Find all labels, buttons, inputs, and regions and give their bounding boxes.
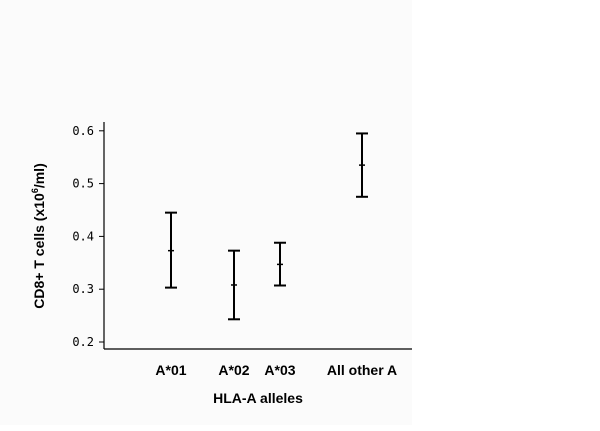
- y-tick-label: 0.2: [72, 335, 94, 349]
- y-axis-title-superscript: 6: [30, 188, 40, 193]
- y-axis-ticks: 0.2 0.3 0.4 0.5 0.6: [72, 124, 104, 349]
- y-tick-label: 0.4: [72, 229, 94, 243]
- y-tick-label: 0.5: [72, 177, 94, 191]
- error-bar: [274, 241, 286, 287]
- y-axis-title-main: CD8+ T cells (x10: [31, 193, 47, 309]
- x-axis-title: HLA-A alleles: [213, 390, 303, 406]
- error-bar: [165, 211, 177, 289]
- plot-area: 0.2 0.3 0.4 0.5 0.6 A*01 A*02 A*03 All other A: [72, 122, 412, 378]
- error-bar: [356, 132, 368, 198]
- figure-background: [0, 0, 412, 425]
- error-bars: [165, 132, 368, 321]
- x-axis-ticks: A*01 A*02 A*03 All other A: [155, 362, 397, 378]
- y-axis-title-tail: /ml): [31, 163, 47, 188]
- y-axis-title: CD8+ T cells (x106/ml): [30, 163, 47, 308]
- x-tick-label: A*03: [264, 362, 295, 378]
- x-tick-label: A*01: [155, 362, 186, 378]
- x-tick-label: A*02: [218, 362, 249, 378]
- y-tick-label: 0.6: [72, 124, 94, 138]
- y-tick-label: 0.3: [72, 282, 94, 296]
- x-tick-label: All other A: [327, 362, 397, 378]
- error-bar: [228, 249, 240, 321]
